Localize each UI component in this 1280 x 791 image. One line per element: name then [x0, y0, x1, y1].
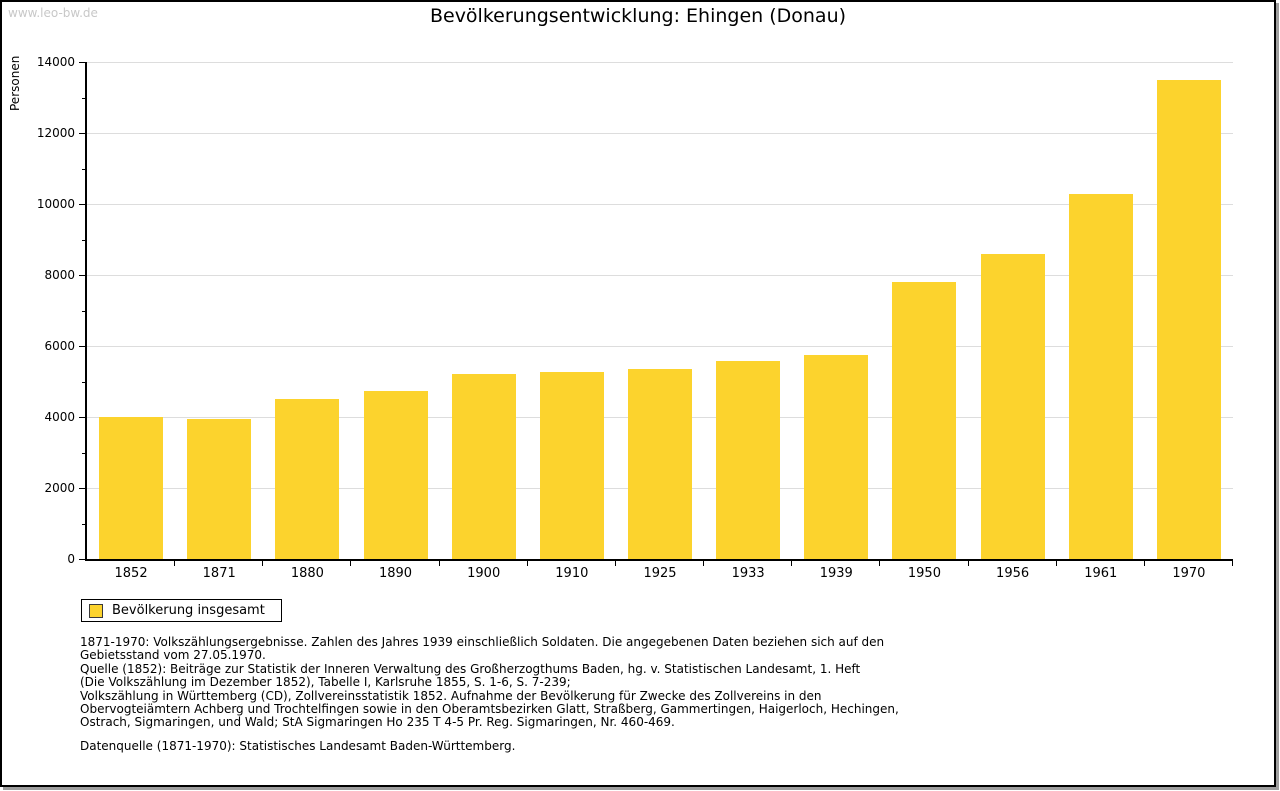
x-axis-label: 1880 [290, 566, 324, 581]
x-axis-label: 1939 [819, 566, 853, 581]
gridline [87, 345, 1233, 347]
x-axis-label: 1925 [643, 566, 677, 581]
bar-1871 [187, 418, 252, 559]
x-axis-tick [879, 559, 881, 566]
x-axis-tick [1055, 559, 1057, 566]
footnote-line: 1871-1970: Volkszählungsergebnisse. Zahl… [80, 635, 885, 649]
page-title: Bevölkerungsentwicklung: Ehingen (Donau) [429, 5, 847, 27]
gridline [87, 274, 1233, 276]
y-axis-label: Personen [8, 55, 22, 111]
x-axis-tick [174, 559, 176, 566]
x-axis-tick [791, 559, 793, 566]
y-axis-tick-label: 8000 [44, 268, 75, 282]
footnote-line: (Die Volkszählung im Dezember 1852), Tab… [80, 675, 571, 690]
x-axis-tick [614, 559, 616, 566]
bar-1933 [716, 361, 781, 559]
y-axis-tick-label: 0 [67, 552, 75, 566]
y-axis-tick [79, 488, 87, 489]
bar-1950 [892, 281, 957, 559]
bar-1956 [980, 253, 1045, 559]
x-axis-label: 1852 [114, 566, 148, 581]
y-axis-tick [79, 62, 87, 63]
y-axis-tick-label: 12000 [36, 126, 75, 140]
y-axis-tick-label: 2000 [44, 481, 75, 495]
y-axis-minor-tick [82, 239, 87, 241]
x-axis-label: 1871 [202, 566, 236, 581]
y-axis-tick-label: 4000 [44, 410, 75, 424]
legend: Bevölkerung insgesamt [81, 599, 282, 622]
plot-area: Personen 0 2000 4000 6000 8000 10000 12000 1400… [8, 55, 1233, 581]
gridline [87, 203, 1233, 205]
y-axis-tick-label: 14000 [36, 55, 75, 69]
x-axis-label: 1950 [907, 566, 941, 581]
y-axis-tick [79, 346, 87, 347]
x-axis-tick [262, 559, 264, 566]
x-axis-tick [967, 559, 969, 566]
y-axis-minor-tick [82, 523, 87, 525]
bar-1900 [451, 374, 516, 559]
footnote-line: Volkszählung in Württemberg (CD), Zollve… [80, 688, 822, 703]
x-axis-tick [1143, 559, 1145, 566]
x-axis-label: 1900 [467, 566, 501, 581]
y-axis-minor-tick [82, 168, 87, 170]
legend-label: Bevölkerung insgesamt [112, 603, 265, 618]
y-axis-minor-tick [82, 381, 87, 383]
bar-1961 [1068, 193, 1133, 559]
x-axis-label: 1956 [996, 566, 1030, 581]
datasource-note: Datenquelle (1871-1970): Statistisches L… [80, 739, 516, 753]
x-axis-tick [703, 559, 705, 566]
y-axis-tick [79, 133, 87, 134]
bar-1970 [1156, 79, 1221, 559]
x-axis-label: 1970 [1172, 566, 1206, 581]
bar-1910 [539, 372, 604, 559]
footnote-line: Obervogteiämtern Achberg und Trochtelfin… [80, 702, 899, 717]
y-axis-tick [79, 559, 87, 560]
y-axis-tick [79, 275, 87, 276]
x-axis-label: 1961 [1084, 566, 1118, 581]
x-axis-label: 1933 [731, 566, 765, 581]
y-axis-tick-label: 6000 [44, 339, 75, 353]
footnotes: 1871-1970: Volkszählungsergebnisse. Zahl… [80, 635, 899, 730]
y-axis-tick [79, 417, 87, 418]
x-axis-tick [350, 559, 352, 566]
footnote-line: Quelle (1852): Beiträge zur Statistik de… [80, 661, 861, 676]
gridline [87, 132, 1233, 134]
y-axis-minor-tick [82, 310, 87, 312]
watermark: www.leo-bw.de [8, 6, 98, 20]
y-axis-tick-label: 10000 [36, 197, 75, 211]
y-axis-tick [79, 204, 87, 205]
footnote-line: Gebietsstand vom 27.05.1970. [80, 648, 266, 663]
bar-1852 [99, 417, 164, 559]
footnote-line: Ostrach, Sigmaringen, und Wald; StA Sigm… [80, 715, 675, 730]
gridline [87, 61, 1233, 63]
x-axis-label: 1890 [378, 566, 413, 581]
x-axis-label: 1910 [555, 566, 589, 581]
y-axis-minor-tick [82, 452, 87, 454]
x-axis-tick [1232, 559, 1233, 566]
x-axis-tick [526, 559, 528, 566]
bar-1939 [804, 354, 869, 559]
bar-1925 [628, 369, 692, 559]
bar-1880 [275, 398, 340, 559]
legend-swatch-icon [89, 603, 103, 618]
bar-1890 [363, 391, 428, 559]
x-axis-tick [438, 559, 440, 566]
y-axis-minor-tick [82, 97, 87, 99]
